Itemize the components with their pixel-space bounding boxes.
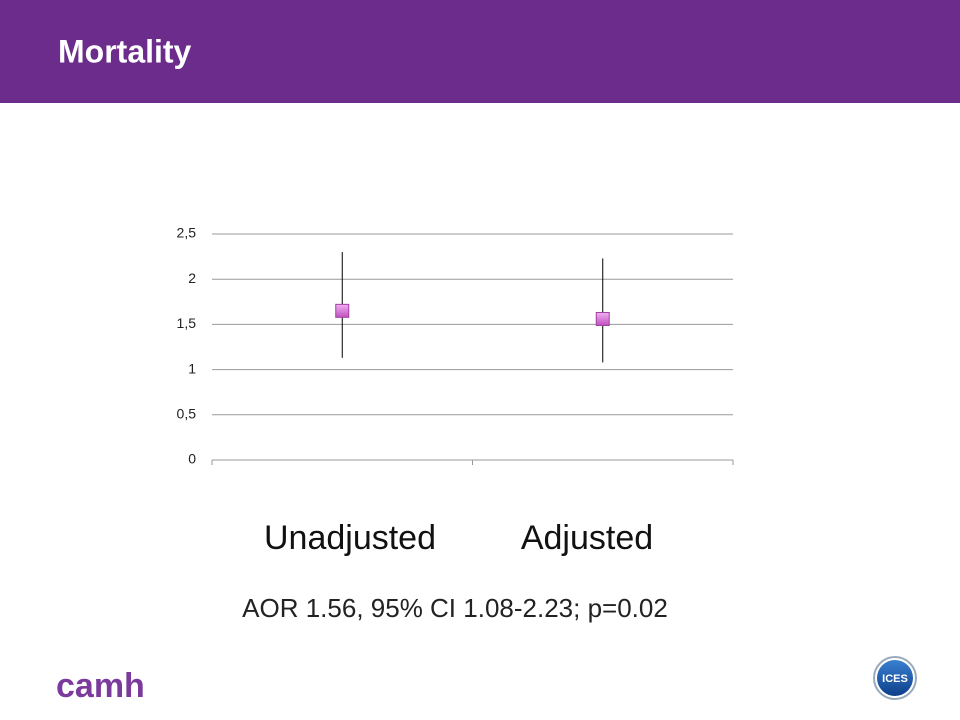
ices-logo: ICES [882, 673, 908, 685]
y-tick-label: 0 [188, 451, 196, 467]
y-tick-label: 2 [188, 270, 196, 286]
slide-title: Mortality [58, 33, 192, 69]
annotation: AOR 1.56, 95% CI 1.08-2.23; p=0.02 [242, 593, 668, 623]
y-tick-label: 2,5 [177, 225, 197, 241]
y-tick-label: 1 [188, 360, 196, 376]
x-tick-label: Adjusted [521, 519, 653, 557]
camh-logo: camh [56, 667, 145, 705]
y-tick-label: 1,5 [177, 315, 197, 331]
x-tick-label: Unadjusted [264, 519, 436, 557]
ices-badge [877, 660, 913, 696]
header-bar [0, 0, 960, 103]
marker [595, 311, 610, 326]
marker [335, 303, 350, 318]
y-tick-label: 0,5 [177, 406, 197, 422]
